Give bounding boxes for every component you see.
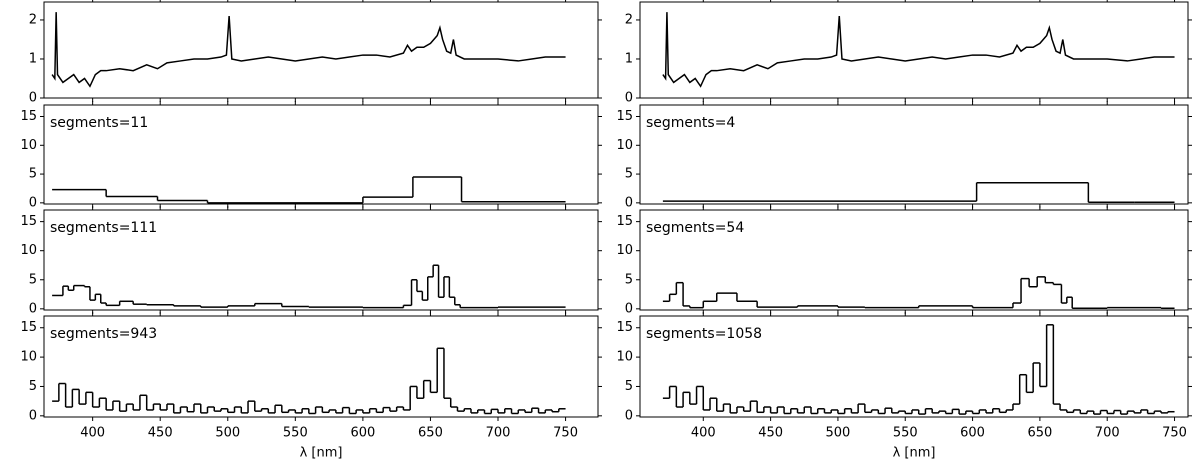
y-tick-label: 10 <box>20 243 37 258</box>
x-tick-label: 400 <box>80 426 105 441</box>
y-tick-label: 0 <box>625 91 633 106</box>
x-tick-label: 750 <box>1162 426 1187 441</box>
x-tick-label: 700 <box>1095 426 1120 441</box>
annotation: segments=11 <box>50 115 148 131</box>
x-tick-label: 550 <box>283 426 308 441</box>
y-tick-label: 0 <box>29 301 37 316</box>
y-tick-label: 5 <box>29 167 37 182</box>
annotation: segments=54 <box>646 220 744 236</box>
y-tick-label: 0 <box>29 408 37 423</box>
annotation: segments=111 <box>50 220 157 236</box>
y-tick-label: 5 <box>625 272 633 287</box>
panel-frame <box>639 1 1189 99</box>
x-tick-label: 450 <box>758 426 783 441</box>
y-tick-label: 10 <box>20 138 37 153</box>
panel-frame <box>43 315 599 418</box>
y-tick-label: 10 <box>616 350 633 365</box>
spectrum-line <box>662 12 1175 88</box>
y-tick-label: 2 <box>29 12 37 27</box>
y-tick-label: 15 <box>20 320 37 335</box>
y-tick-label: 0 <box>625 408 633 423</box>
x-tick-label: 650 <box>1027 426 1052 441</box>
y-tick-label: 1 <box>625 51 633 66</box>
x-tick-label: 450 <box>148 426 173 441</box>
x-tick-label: 600 <box>350 426 375 441</box>
x-tick-label: 500 <box>826 426 851 441</box>
y-tick-label: 0 <box>625 301 633 316</box>
panel-frame <box>639 104 1189 205</box>
y-tick-label: 15 <box>20 214 37 229</box>
y-tick-label: 15 <box>20 109 37 124</box>
y-tick-label: 5 <box>625 379 633 394</box>
spectrum-line <box>51 12 566 88</box>
panel-frame <box>43 1 599 99</box>
y-tick-label: 5 <box>29 379 37 394</box>
annotation: segments=1058 <box>646 326 762 342</box>
x-axis-label: λ [nm] <box>300 446 343 461</box>
panel-frame <box>639 209 1189 311</box>
annotation: segments=4 <box>646 115 735 131</box>
y-tick-label: 0 <box>29 91 37 106</box>
y-tick-label: 2 <box>625 12 633 27</box>
y-tick-label: 5 <box>29 272 37 287</box>
annotation: segments=943 <box>50 326 157 342</box>
x-tick-label: 700 <box>486 426 511 441</box>
x-tick-label: 750 <box>553 426 578 441</box>
y-tick-label: 0 <box>29 195 37 210</box>
y-tick-label: 15 <box>616 109 633 124</box>
y-tick-label: 10 <box>20 350 37 365</box>
panel-frame <box>43 104 599 205</box>
panel-frame <box>639 315 1189 418</box>
x-tick-label: 600 <box>960 426 985 441</box>
panel-frame <box>43 209 599 311</box>
y-tick-label: 5 <box>625 167 633 182</box>
y-tick-label: 15 <box>616 320 633 335</box>
y-tick-label: 10 <box>616 138 633 153</box>
x-tick-label: 650 <box>418 426 443 441</box>
x-tick-label: 500 <box>215 426 240 441</box>
y-tick-label: 15 <box>616 214 633 229</box>
y-tick-label: 10 <box>616 243 633 258</box>
x-axis-label: λ [nm] <box>893 446 936 461</box>
y-tick-label: 0 <box>625 195 633 210</box>
y-tick-label: 1 <box>29 51 37 66</box>
x-tick-label: 400 <box>691 426 716 441</box>
x-tick-label: 550 <box>893 426 918 441</box>
